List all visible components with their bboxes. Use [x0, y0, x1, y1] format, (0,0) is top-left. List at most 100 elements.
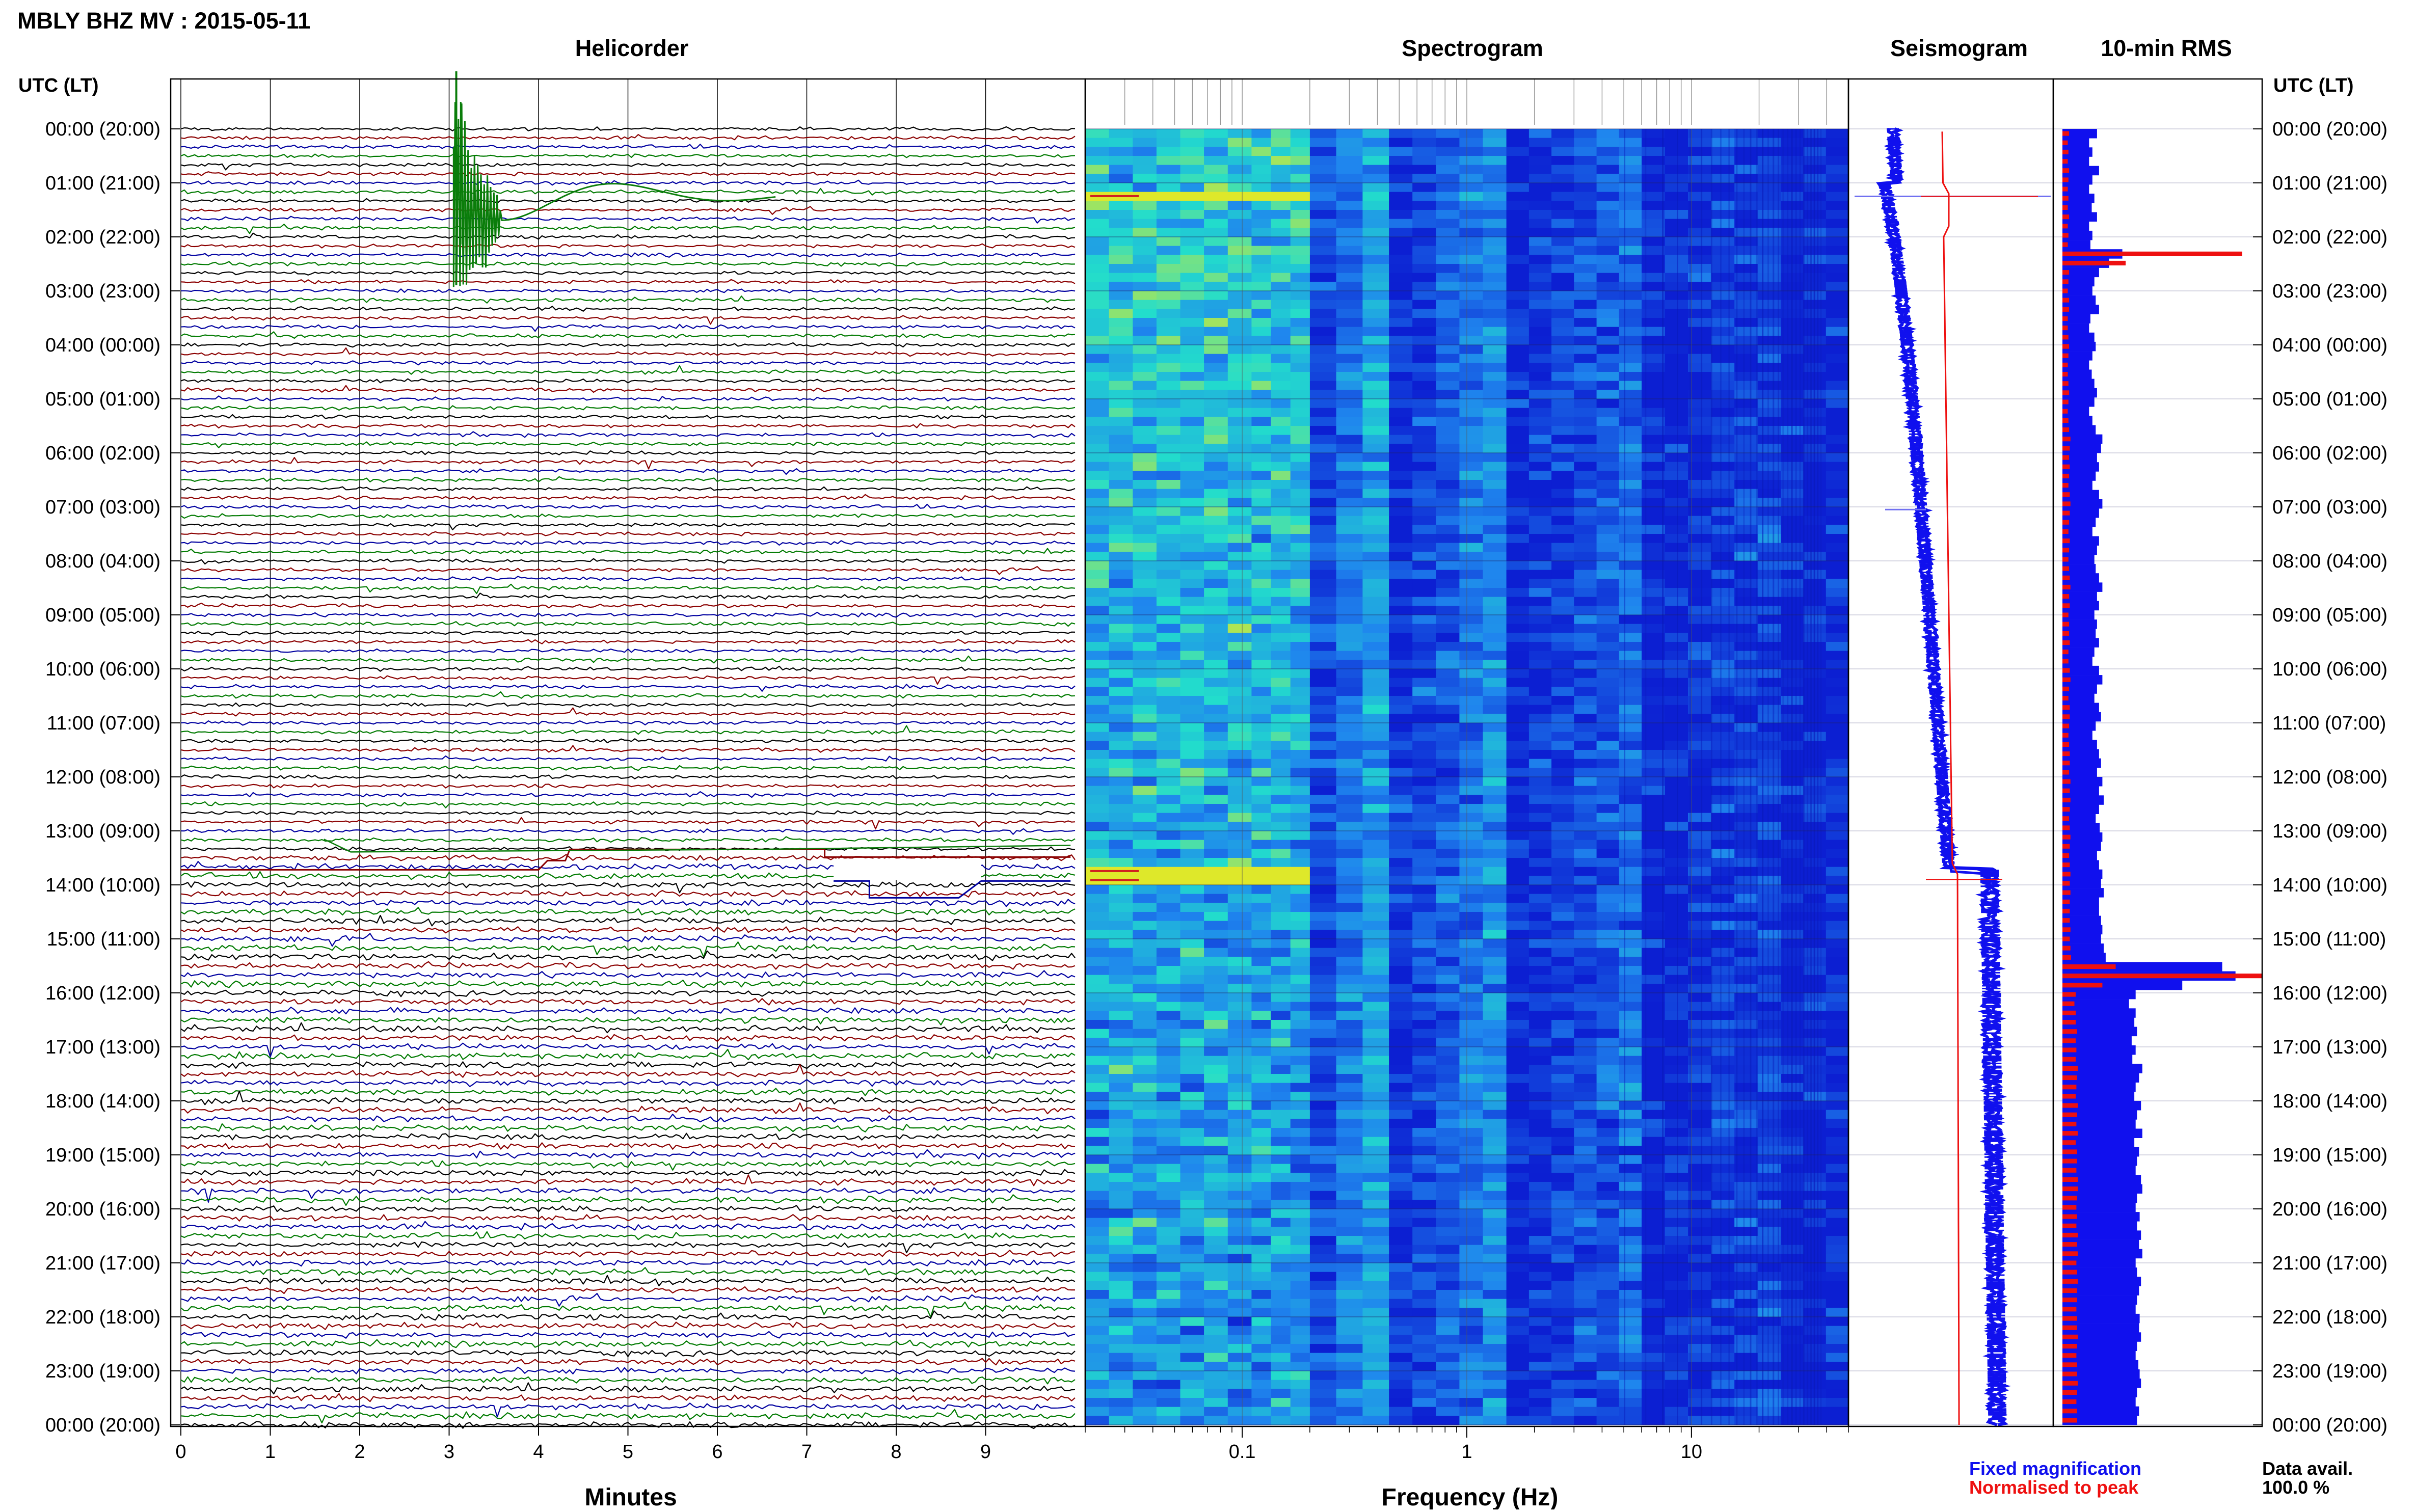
- rms-fixed-bar: [2062, 1128, 2142, 1138]
- rms-fixed-bar: [2062, 480, 2092, 490]
- rms-fixed-bar: [2062, 323, 2089, 333]
- rms-fixed-bar: [2062, 1055, 2133, 1064]
- rms-fixed-bar: [2062, 1249, 2142, 1259]
- rms-fixed-bar: [2062, 388, 2097, 398]
- rms-normalised-bar: [2062, 1140, 2076, 1145]
- rms-fixed-bar: [2062, 842, 2101, 851]
- rms-fixed-bar: [2062, 1008, 2136, 1018]
- rms-normalised-bar: [2062, 1085, 2077, 1090]
- rms-fixed-bar: [2062, 582, 2103, 592]
- rms-normalised-bar: [2062, 1038, 2076, 1043]
- rms-fixed-bar: [2062, 767, 2097, 777]
- time-label-right: 00:00 (20:00): [2272, 1415, 2387, 1436]
- rms-fixed-bar: [2062, 351, 2092, 361]
- rms-normalised-bar: [2062, 797, 2071, 802]
- time-label-right: 19:00 (15:00): [2272, 1145, 2387, 1166]
- rms-fixed-bar: [2062, 490, 2099, 500]
- time-label-left: 05:00 (01:00): [45, 389, 160, 410]
- rms-fixed-bar: [2062, 1119, 2136, 1129]
- rms-normalised-bar: [2062, 1001, 2075, 1006]
- rms-fixed-bar: [2062, 138, 2089, 148]
- rms-fixed-bar: [2062, 230, 2092, 240]
- rms-fixed-bar: [2062, 397, 2095, 407]
- rms-normalised-bar: [2062, 242, 2068, 247]
- rms-fixed-bar: [2062, 267, 2099, 278]
- rms-normalised-bar: [2062, 316, 2068, 321]
- rms-normalised-bar: [2062, 538, 2070, 544]
- minutes-tick-label: 2: [354, 1441, 365, 1463]
- rms-fixed-bar: [2062, 1323, 2139, 1333]
- rms-normalised-bar: [2062, 807, 2070, 812]
- rms-normalised-bar: [2062, 159, 2068, 164]
- minutes-tick-label: 7: [801, 1441, 812, 1463]
- rms-fixed-bar: [2062, 286, 2092, 296]
- rms-fixed-bar: [2062, 221, 2089, 231]
- rms-fixed-bar: [2062, 777, 2103, 787]
- rms-fixed-bar: [2062, 1388, 2137, 1397]
- rms-normalised-bar: [2062, 279, 2069, 284]
- time-label-left: 10:00 (06:00): [45, 659, 160, 680]
- time-label-left: 08:00 (04:00): [45, 551, 160, 572]
- rms-normalised-bar: [2062, 1047, 2077, 1052]
- time-label-left: 15:00 (11:00): [47, 929, 160, 950]
- rms-normalised-bar: [2062, 186, 2068, 192]
- rms-normalised-bar: [2062, 1177, 2078, 1182]
- spectrogram-title: Spectrogram: [1402, 35, 1543, 61]
- data-availability-label: Data avail.: [2262, 1458, 2353, 1479]
- rms-fixed-bar: [2062, 453, 2097, 463]
- rms-normalised-bar: [2062, 1158, 2077, 1164]
- frequency-axis-label: Frequency (Hz): [1382, 1484, 1559, 1509]
- rms-fixed-bar: [2062, 1175, 2141, 1184]
- rms-normalised-bar: [2062, 733, 2069, 738]
- rms-normalised-bar: [2062, 149, 2069, 154]
- time-label-left: 00:00 (20:00): [45, 1415, 160, 1436]
- rms-fixed-bar: [2062, 184, 2089, 194]
- rms-normalised-bar: [2062, 464, 2070, 469]
- rms-fixed-bar: [2062, 471, 2096, 481]
- rms-fixed-bar: [2062, 619, 2097, 629]
- rms-normalised-bar: [2062, 409, 2068, 414]
- rms-normalised-bar: [2062, 288, 2068, 293]
- rms-normalised-bar: [2062, 612, 2069, 617]
- rms-normalised-bar: [2062, 770, 2070, 775]
- rms-normalised-bar: [2062, 214, 2070, 220]
- rms-normalised-bar: [2062, 890, 2071, 895]
- rms-fixed-bar: [2062, 740, 2097, 749]
- time-label-left: 12:00 (08:00): [45, 767, 160, 788]
- rms-normalised-bar: [2062, 927, 2071, 932]
- seismogram-title: Seismogram: [1890, 35, 2028, 61]
- rms-normalised-bar: [2062, 1344, 2077, 1349]
- rms-fixed-bar: [2062, 721, 2096, 731]
- rms-fixed-bar: [2062, 1073, 2139, 1083]
- time-label-right: 23:00 (19:00): [2272, 1361, 2387, 1382]
- rms-fixed-bar: [2062, 1313, 2140, 1324]
- rms-normalised-bar: [2062, 668, 2070, 673]
- rms-normalised-bar: [2062, 1205, 2077, 1210]
- rms-fixed-bar: [2062, 925, 2103, 935]
- rms-normalised-bar: [2062, 1371, 2077, 1376]
- rms-normalised-bar: [2062, 270, 2070, 275]
- rms-fixed-bar: [2062, 1036, 2132, 1046]
- rms-normalised-bar: [2062, 650, 2069, 655]
- time-label-left: 09:00 (05:00): [45, 605, 160, 626]
- rms-normalised-bar: [2062, 529, 2069, 534]
- rms-fixed-bar: [2062, 999, 2129, 1009]
- rms-normalised-bar: [2062, 603, 2070, 608]
- rms-fixed-bar: [2062, 656, 2092, 666]
- rms-fixed-bar: [2062, 869, 2103, 879]
- time-label-right: 04:00 (00:00): [2272, 335, 2387, 356]
- time-label-right: 18:00 (14:00): [2272, 1091, 2387, 1112]
- time-label-left: 17:00 (13:00): [45, 1037, 160, 1058]
- rms-fixed-bar: [2062, 1017, 2135, 1027]
- rms-fixed-bar: [2062, 860, 2099, 870]
- rms-normalised-bar: [2062, 622, 2070, 627]
- time-label-left: 21:00 (17:00): [45, 1253, 160, 1274]
- rms-fixed-bar: [2062, 554, 2095, 564]
- rms-panel: [2053, 128, 2262, 1425]
- rms-fixed-bar: [2062, 1379, 2141, 1388]
- rms-fixed-bar: [2062, 693, 2095, 703]
- rms-normalised-bar: [2062, 205, 2068, 210]
- time-label-right: 06:00 (02:00): [2272, 443, 2387, 464]
- rms-normalised-bar: [2062, 946, 2071, 951]
- rms-normalised-bar: [2062, 1418, 2077, 1423]
